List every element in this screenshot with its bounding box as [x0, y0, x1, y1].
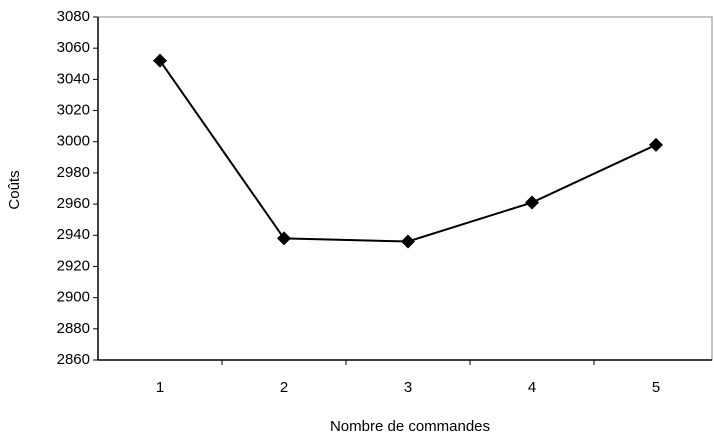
x-tick-label: 5 — [652, 379, 660, 396]
y-tick-label: 2960 — [57, 195, 90, 212]
x-axis-title: Nombre de commandes — [330, 418, 490, 435]
y-tick-label: 2940 — [57, 226, 90, 243]
x-tick-label: 4 — [528, 379, 536, 396]
data-point — [649, 137, 663, 152]
x-tick-label: 3 — [404, 379, 412, 396]
y-tick-label: 2920 — [57, 257, 90, 274]
data-point — [153, 53, 167, 68]
y-tick-label: 3020 — [57, 102, 90, 119]
x-tick-label: 1 — [156, 379, 164, 396]
y-tick-label: 3080 — [57, 8, 90, 25]
series-line — [159, 60, 657, 243]
y-tick-label: 3000 — [57, 133, 90, 150]
x-tick-label: 2 — [280, 379, 288, 396]
y-tick-label: 3040 — [57, 70, 90, 87]
y-tick-label: 3060 — [57, 39, 90, 56]
y-tick-label: 2900 — [57, 289, 90, 306]
data-point — [277, 231, 291, 246]
data-point — [401, 234, 415, 249]
y-tick-label: 2860 — [57, 351, 90, 368]
plot-frame — [97, 16, 713, 361]
data-point — [525, 195, 539, 210]
y-tick-label: 2980 — [57, 164, 90, 181]
y-axis-title: Coûts — [6, 170, 23, 209]
y-tick-label: 2880 — [57, 320, 90, 337]
